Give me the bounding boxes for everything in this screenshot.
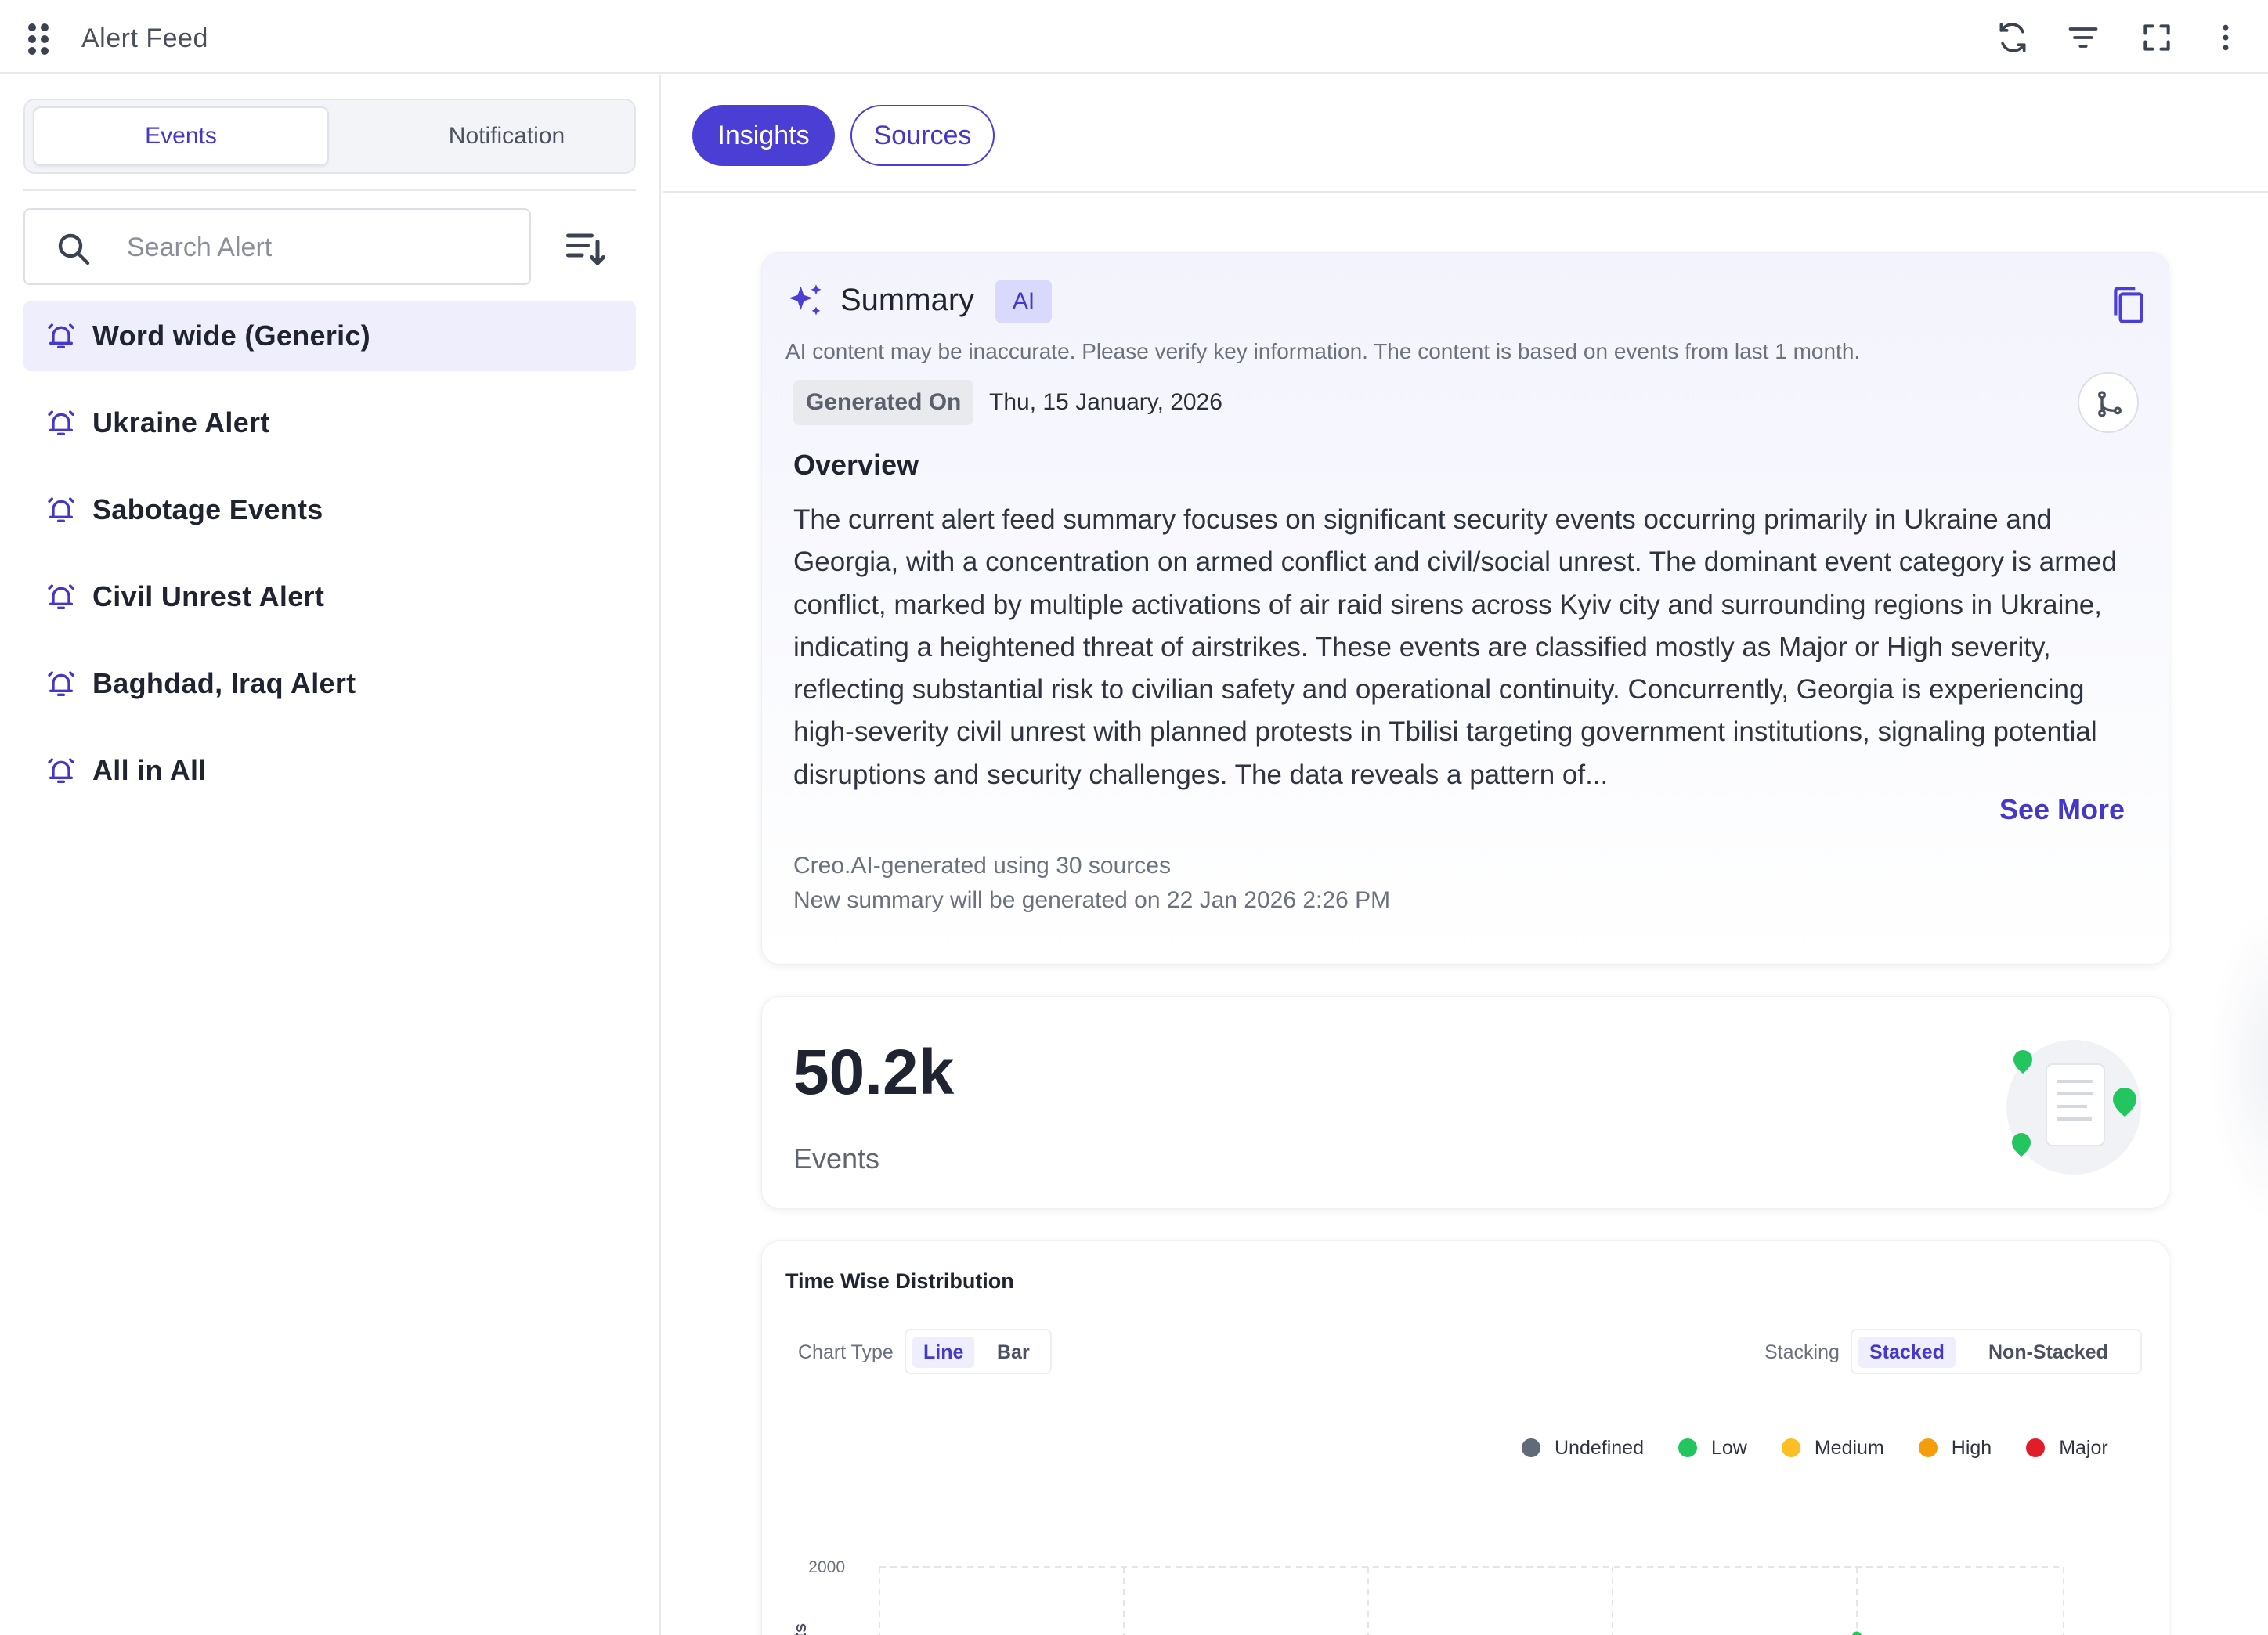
alert-item-sabotage[interactable]: Sabotage Events [23,475,636,545]
legend-label: Medium [1814,1436,1884,1459]
alarm-bell-icon [48,671,74,696]
alert-item-ukraine[interactable]: Ukraine Alert [23,388,636,458]
see-more-link[interactable]: See More [1999,793,2125,825]
events-count: 50.2k [793,1037,955,1108]
legend-dot [1781,1438,1800,1457]
ai-badge: AI [995,280,1052,323]
search-box [23,208,531,285]
time-distribution-card: Time Wise Distribution Chart Type Line B… [761,1240,2169,1635]
chart-type-toggle: Line Bar [905,1329,1052,1374]
alert-label: Civil Unrest Alert [92,580,325,612]
alert-label: Ukraine Alert [92,406,270,439]
search-input[interactable] [127,226,503,269]
legend-major[interactable]: Major [2026,1437,2108,1460]
alarm-bell-icon [48,758,74,783]
generated-date: Thu, 15 January, 2026 [989,389,1222,415]
alarm-bell-icon [48,497,74,522]
y-axis-label: Events [790,1623,810,1635]
alert-item-baghdad[interactable]: Baghdad, Iraq Alert [23,648,636,719]
alert-item-civil-unrest[interactable]: Civil Unrest Alert [23,561,636,632]
fullscreen-icon[interactable] [2140,20,2174,55]
refresh-icon[interactable] [1995,20,2030,55]
alert-label: Sabotage Events [92,493,323,525]
overview-text: The current alert feed summary focuses o… [793,504,2117,790]
alert-label: Baghdad, Iraq Alert [92,667,356,699]
apps-grid-icon[interactable] [28,23,52,55]
sort-icon[interactable] [562,224,609,271]
search-icon [58,233,90,265]
legend-label: Low [1710,1436,1747,1459]
alarm-bell-icon [48,323,74,348]
alert-list: Word wide (Generic) Ukraine Alert Sabota… [23,301,636,822]
tab-sources[interactable]: Sources [850,105,995,166]
legend-dot [1918,1438,1938,1457]
legend-dot [1522,1438,1540,1457]
legend-label: Undefined [1555,1436,1644,1459]
alarm-bell-icon [48,584,74,609]
next-summary-note: New summary will be generated on 22 Jan … [793,887,1391,913]
generated-on-label: Generated On [793,380,974,425]
chart-type-label: Chart Type [798,1341,894,1363]
branch-icon[interactable] [2078,372,2139,433]
y-tick-label: 2000 [808,1558,845,1576]
chart-legend: Undefined Low Medium High Major [1522,1432,2108,1464]
chart-y-ticks: 20001500 [808,1558,845,1576]
summary-card: Summary AI AI content may be inaccurate.… [761,252,2169,965]
events-stat-card: 50.2k Events [761,996,2169,1209]
ai-disclaimer: AI content may be inaccurate. Please ver… [785,339,1861,363]
chart-title: Time Wise Distribution [785,1269,1014,1293]
more-vertical-icon[interactable] [2208,20,2243,55]
insight-tabs-bar: Insights Sources [663,75,2268,193]
filter-icon[interactable] [2066,20,2100,55]
legend-label: Major [2059,1436,2108,1459]
stacking-non-stacked[interactable]: Non-Stacked [1988,1341,2108,1363]
app-title: Alert Feed [81,23,208,53]
tab-events[interactable]: Events [33,106,329,166]
sparkle-icon [789,284,822,316]
alert-item-word-wide[interactable]: Word wide (Generic) [23,301,636,371]
tab-notification[interactable]: Notification [448,123,565,149]
legend-dot [2026,1438,2046,1457]
stacking-toggle: Stacked Non-Stacked [1851,1329,2142,1374]
chart-series [1852,1631,1862,1635]
time-distribution-chart: 20001500 Events [790,1558,2064,1635]
decorative-shadow [2208,908,2268,1222]
alarm-bell-icon [48,410,74,435]
tab-insights[interactable]: Insights [692,105,835,166]
legend-label: High [1951,1436,1992,1459]
overview-heading: Overview [793,449,919,481]
divider [23,189,636,191]
document-map-pins-illustration [2006,1040,2141,1175]
sources-note: Creo.AI-generated using 30 sources [793,853,1171,879]
data-point[interactable] [1852,1631,1862,1635]
legend-medium[interactable]: Medium [1781,1436,1884,1460]
alert-sidebar: Events Notification Word wide (Generic) … [0,75,661,1635]
legend-low[interactable]: Low [1678,1437,1747,1460]
summary-title: Summary [840,283,975,317]
chart-type-line[interactable]: Line [912,1337,975,1368]
alert-item-all-in-all[interactable]: All in All [23,735,636,806]
events-label: Events [793,1142,880,1175]
legend-dot [1678,1438,1697,1457]
stacking-stacked[interactable]: Stacked [1858,1337,1956,1368]
chart-grid [879,1566,2064,1635]
chart-type-bar[interactable]: Bar [997,1341,1030,1363]
alert-label: Word wide (Generic) [92,319,371,352]
alert-label: All in All [92,754,207,786]
legend-high[interactable]: High [1918,1436,1992,1460]
copy-icon[interactable] [2109,284,2148,327]
events-notification-toggle: Events Notification [23,99,636,174]
legend-undefined[interactable]: Undefined [1522,1437,1644,1460]
top-bar: Alert Feed [0,0,2268,74]
stacking-label: Stacking [1764,1341,1840,1363]
